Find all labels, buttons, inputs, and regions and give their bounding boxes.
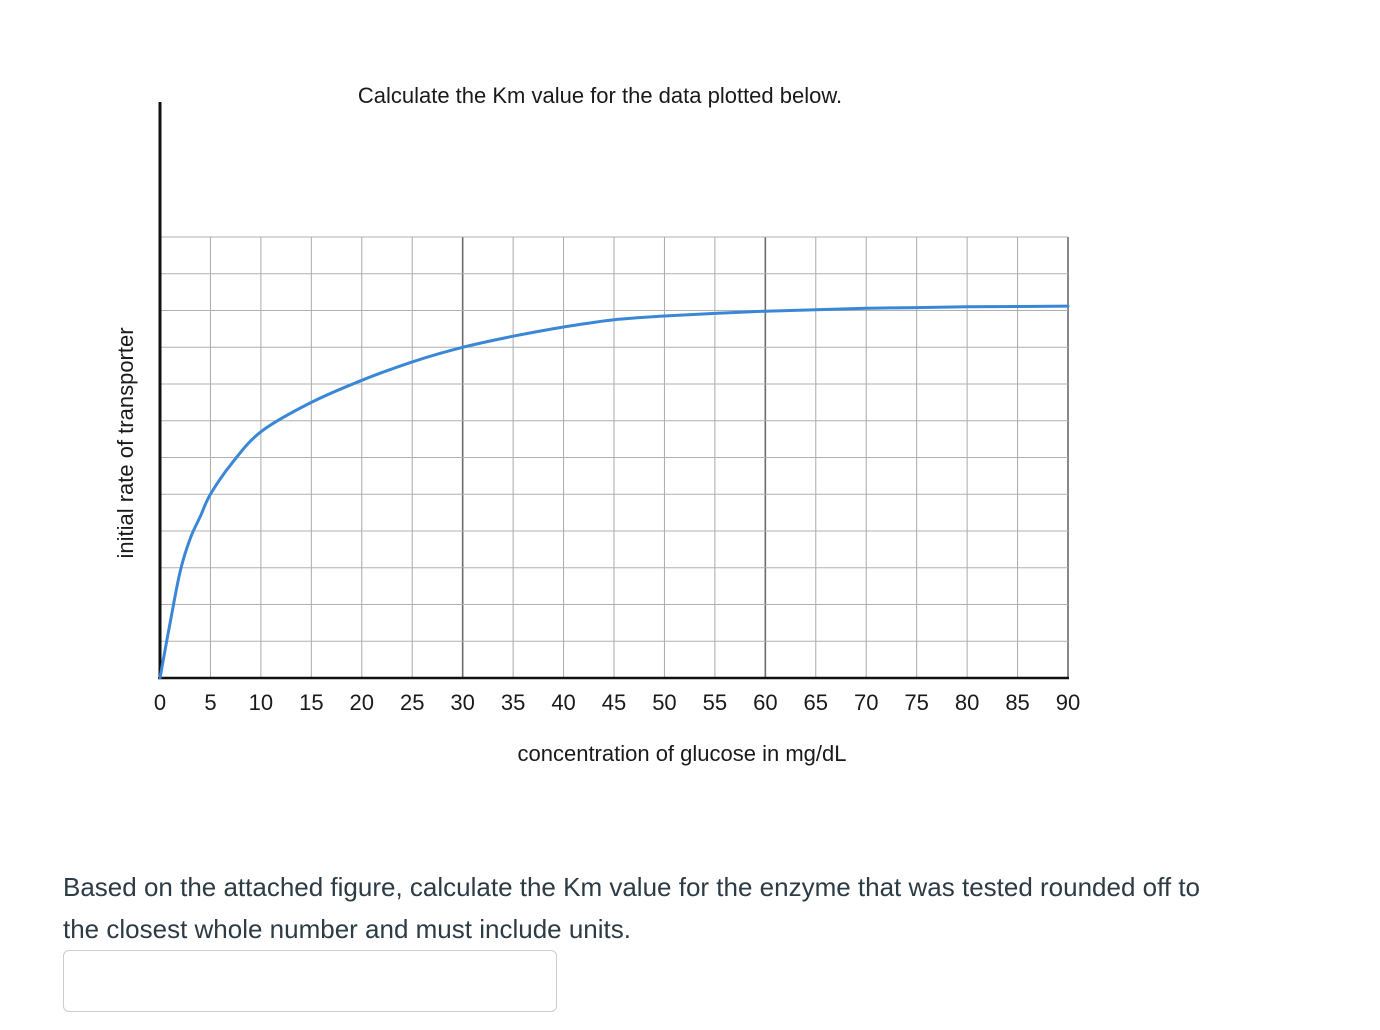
x-axis-label: concentration of glucose in mg/dL [518,741,847,766]
chart-title: Calculate the Km value for the data plot… [358,83,842,108]
x-tick-label: 25 [400,690,424,715]
question-text: Based on the attached figure, calculate … [63,872,1201,944]
x-tick-label: 0 [154,690,166,715]
x-tick-label: 60 [753,690,777,715]
chart-grid [159,236,1069,679]
x-tick-label: 20 [350,690,374,715]
x-tick-labels: 0 5 10 15 20 25 30 35 40 45 50 55 60 65 70 75 80 85 90 [154,690,1080,715]
x-tick-label: 40 [551,690,575,715]
x-tick-label: 15 [299,690,323,715]
x-tick-label: 50 [652,690,676,715]
km-chart: Calculate the Km value for the data plot… [113,83,1080,766]
x-tick-label: 90 [1056,690,1080,715]
answer-input[interactable] [63,950,557,1012]
x-tick-label: 35 [501,690,525,715]
x-tick-label: 70 [854,690,878,715]
y-axis-label: initial rate of transporter [113,327,138,558]
x-tick-label: 75 [904,690,928,715]
x-tick-label: 45 [602,690,626,715]
x-tick-label: 10 [249,690,273,715]
x-tick-label: 65 [804,690,828,715]
x-tick-label: 55 [703,690,727,715]
x-tick-label: 85 [1005,690,1029,715]
x-tick-label: 30 [450,690,474,715]
series-line-rate [158,304,1070,680]
x-tick-label: 5 [204,690,216,715]
x-tick-label: 80 [955,690,979,715]
